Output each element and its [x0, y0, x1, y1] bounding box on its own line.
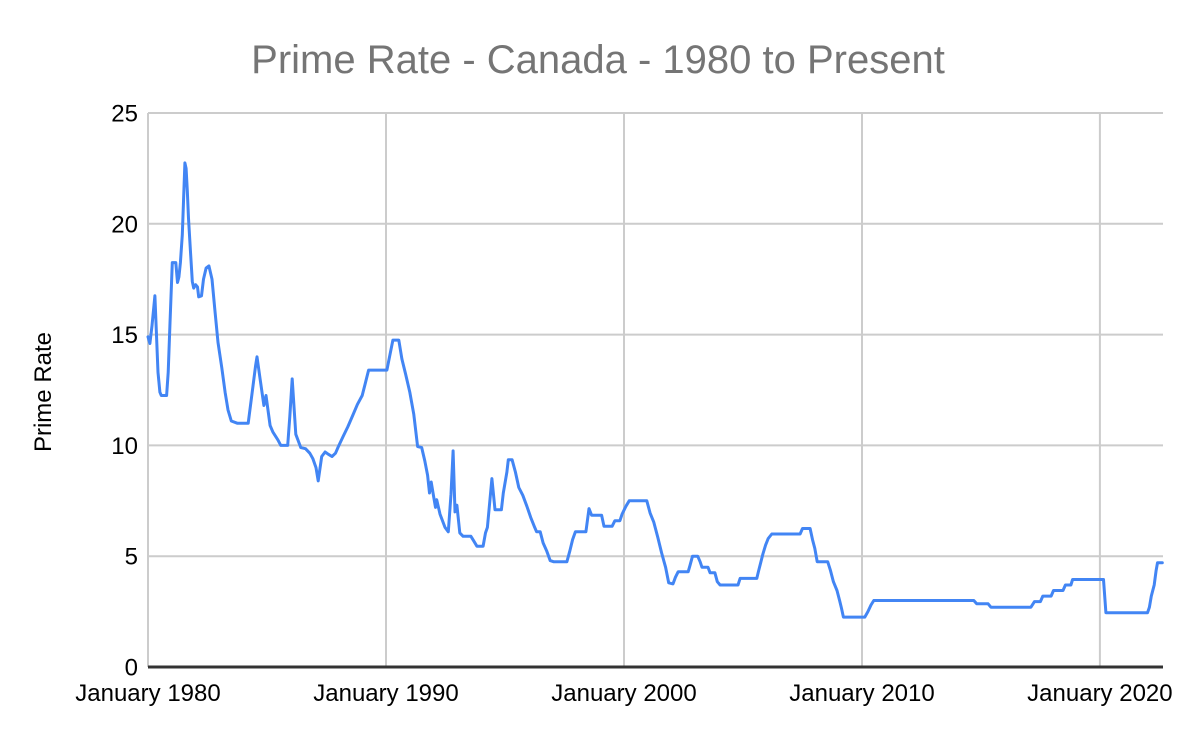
x-tick-label: January 2010: [789, 680, 934, 707]
tick-labels: 0 5 10 15 20 25 January 1980 January 1990 Januar…: [75, 101, 1172, 708]
gridlines: [147, 112, 1163, 667]
y-tick-label: 15: [111, 322, 138, 349]
y-tick-label: 20: [111, 211, 138, 238]
chart-title: Prime Rate - Canada - 1980 to Present: [251, 38, 945, 82]
x-tick-label: January 2000: [551, 680, 696, 707]
series-prime-rate[interactable]: [146, 161, 1164, 619]
x-tick-label: January 1990: [313, 680, 458, 707]
y-tick-label: 25: [111, 101, 138, 128]
y-tick-label: 0: [125, 655, 138, 682]
prime-rate-line[interactable]: [146, 161, 1164, 619]
y-tick-label: 10: [111, 433, 138, 460]
y-tick-label: 5: [125, 544, 138, 571]
x-tick-label: January 2020: [1027, 680, 1172, 707]
x-tick-label: January 1980: [75, 680, 220, 707]
